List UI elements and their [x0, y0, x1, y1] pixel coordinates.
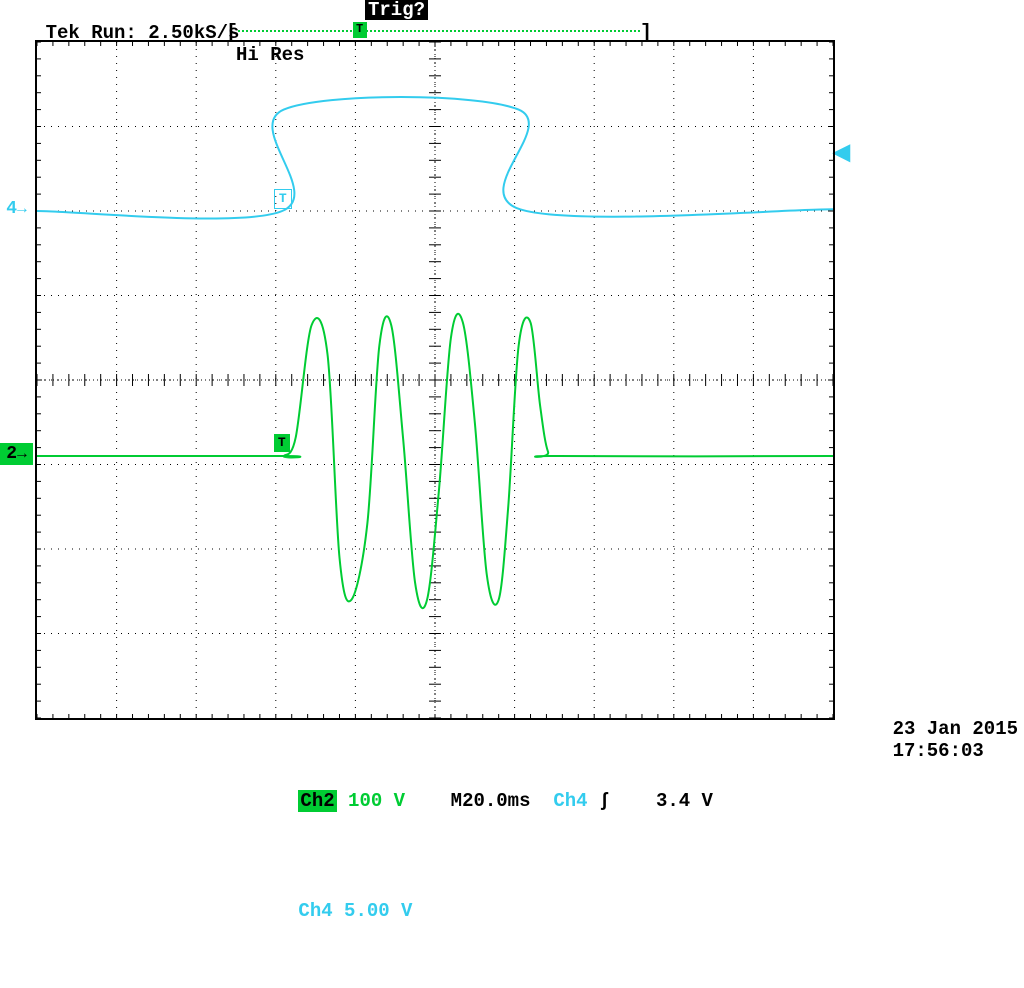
ch4-ground-marker: 4→	[0, 198, 33, 220]
readout-row-2: Ch4 5.00 V	[230, 878, 713, 944]
ruler-line	[238, 30, 640, 32]
oscilloscope-plot	[35, 40, 835, 720]
timestamp-date: 23 Jan 2015	[893, 718, 1018, 740]
readout-row-1: Ch2 100 V M20.0ms Ch4 ʃ 3.4 V	[230, 768, 713, 834]
ch2-ground-marker: 2→	[0, 443, 33, 465]
ch4-scale: 5.00 V	[333, 900, 413, 922]
ch2-tag: Ch2	[298, 790, 336, 812]
trace-trigger-marker-ch2: T	[274, 434, 290, 452]
ch4-tag: Ch4	[298, 900, 332, 922]
trigger-level-marker: ◀	[833, 140, 850, 166]
timestamp-time: 17:56:03	[893, 740, 1018, 762]
status-bar: Tek Run: 2.50kS/s Hi Res	[0, 0, 239, 22]
trigger-edge: ʃ	[588, 790, 656, 812]
timebase-label: M20.0ms	[451, 790, 531, 812]
pretrigger-ruler: [ T ]	[230, 22, 648, 38]
trace-trigger-marker-ch4: T	[274, 189, 292, 209]
trigger-state-badge: Trig?	[365, 0, 428, 20]
ch2-scale: 100 V	[337, 790, 451, 812]
timestamp: 23 Jan 2015 17:56:03	[893, 718, 1018, 762]
trigger-level-label: 3.4 V	[656, 790, 713, 812]
readout-block: Ch2 100 V M20.0ms Ch4 ʃ 3.4 V Ch4 5.00 V	[230, 724, 713, 988]
trigger-source: Ch4	[553, 790, 587, 812]
